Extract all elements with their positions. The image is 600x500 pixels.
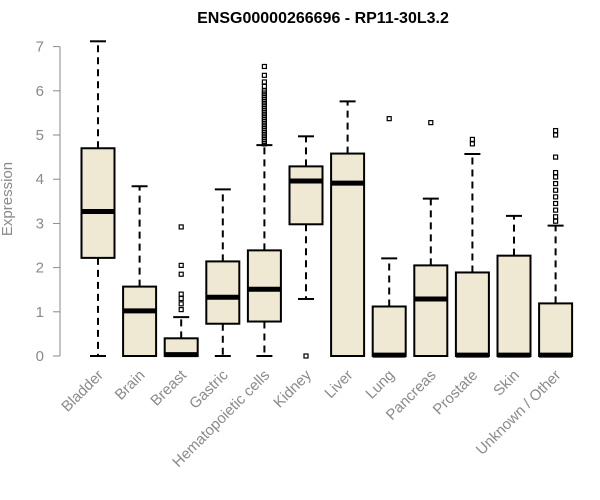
box-gastric	[205, 188, 241, 357]
box-pancreas	[413, 120, 449, 358]
x-category-label: Prostate	[430, 367, 482, 419]
outlier-point	[178, 301, 184, 307]
x-category-label: Lung	[362, 367, 398, 403]
box-hematopoietic-cells	[246, 63, 282, 357]
x-category-label: Bladder	[58, 367, 107, 416]
outlier-point	[469, 141, 475, 147]
outlier-point	[386, 116, 392, 122]
box-unknown-other	[538, 127, 574, 358]
box-iqr	[371, 305, 407, 358]
outlier-point	[552, 154, 559, 160]
box-iqr	[454, 271, 490, 358]
x-category-label: Skin	[490, 367, 523, 400]
box-bladder	[80, 40, 116, 357]
box-iqr	[330, 152, 366, 357]
outlier-point	[552, 200, 559, 207]
outlier-point	[178, 306, 184, 313]
box-iqr	[496, 254, 532, 357]
outlier-point	[261, 79, 267, 85]
box-iqr	[538, 302, 574, 358]
y-tick-label: 5	[36, 127, 44, 144]
outlier-point	[261, 83, 267, 89]
box-iqr	[205, 260, 241, 325]
x-category-label: Liver	[321, 367, 356, 402]
y-axis: 0 1 2 3 4 5 6 7	[36, 39, 61, 365]
y-axis-label: Expression	[0, 162, 16, 236]
y-tick-label: 1	[36, 304, 44, 321]
outlier-point	[178, 262, 184, 268]
x-category-label: Breast	[147, 366, 190, 409]
box-prostate	[454, 136, 490, 358]
y-tick-label: 0	[36, 348, 44, 365]
outlier-point	[178, 224, 184, 230]
outlier-point	[552, 194, 559, 200]
box-iqr	[80, 147, 116, 259]
outlier-point	[552, 127, 559, 134]
x-category-label: Kidney	[270, 366, 315, 411]
outlier-point	[552, 169, 559, 176]
outlier-point	[303, 353, 309, 359]
box-liver	[330, 100, 366, 357]
y-tick-label: 3	[36, 215, 44, 232]
outlier-point	[178, 295, 184, 302]
outlier-point	[469, 136, 475, 143]
box-lung	[371, 116, 407, 358]
box-iqr	[413, 264, 449, 358]
box-iqr	[288, 165, 324, 226]
outlier-point	[178, 291, 184, 297]
y-tick-label: 2	[36, 260, 44, 277]
outlier-point	[552, 214, 559, 220]
box-breast	[163, 224, 199, 358]
outlier-point	[552, 218, 559, 224]
box-kidney	[288, 135, 324, 359]
outlier-point	[552, 187, 559, 193]
y-tick-label: 4	[36, 171, 44, 188]
outlier-point	[552, 132, 559, 138]
y-tick-label: 7	[36, 39, 44, 56]
outlier-point	[552, 207, 559, 213]
outlier-point	[428, 120, 434, 126]
outlier-point	[261, 72, 267, 78]
boxes-group	[80, 40, 574, 359]
outlier-point	[261, 63, 267, 70]
outlier-point	[552, 181, 559, 187]
box-iqr	[122, 285, 158, 357]
outlier-point	[178, 271, 184, 277]
y-tick-label: 6	[36, 83, 44, 100]
box-iqr	[246, 249, 282, 323]
outlier-point	[552, 174, 559, 180]
chart-title: ENSG00000266696 - RP11-30L3.2	[197, 10, 449, 27]
box-brain	[122, 185, 158, 357]
box-skin	[496, 214, 532, 358]
x-category-label: Brain	[112, 367, 149, 404]
